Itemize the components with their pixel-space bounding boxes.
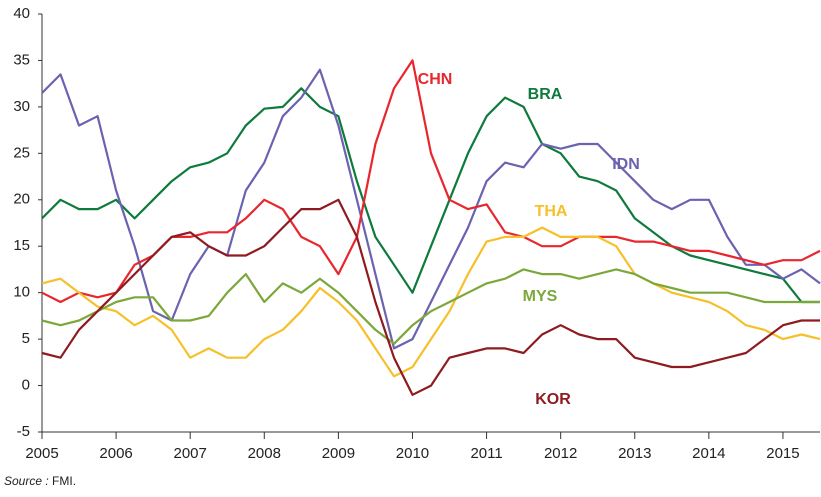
source-label: Source :: [4, 474, 49, 488]
y-tick-label: -5: [17, 423, 30, 440]
x-tick-label: 2006: [99, 445, 132, 462]
series-line: [41, 268, 820, 345]
y-tick-label: 35: [13, 51, 30, 68]
x-tick-label: 2005: [25, 445, 58, 462]
x-tick-label: 2007: [174, 445, 207, 462]
y-tick-label: 40: [13, 5, 30, 22]
series-line: [41, 87, 820, 304]
x-tick-label: 2008: [248, 445, 281, 462]
x-tick-label: 2013: [618, 445, 651, 462]
source: Source : FMI.: [4, 474, 76, 488]
x-tick-label: 2014: [692, 445, 725, 462]
series-label: KOR: [535, 391, 571, 408]
series-line: [41, 68, 821, 350]
series-label: CHN: [418, 71, 453, 88]
series-line: [41, 59, 821, 304]
x-tick-label: 2015: [766, 445, 799, 462]
x-tick-label: 2011: [470, 445, 502, 462]
series-label: BRA: [528, 86, 563, 103]
y-tick-label: 5: [22, 330, 30, 347]
series-label: IDN: [612, 156, 640, 173]
source-text: FMI.: [52, 474, 76, 488]
x-tick-label: 2012: [544, 445, 577, 462]
y-tick-label: 30: [13, 98, 30, 115]
y-tick-label: 10: [13, 284, 30, 301]
series-label: THA: [535, 203, 568, 220]
y-tick-label: 25: [13, 144, 30, 161]
series-label: MYS: [523, 288, 558, 305]
y-tick-label: 20: [13, 191, 30, 208]
y-tick-label: 15: [13, 237, 30, 254]
x-tick-label: 2009: [322, 445, 355, 462]
x-tick-label: 2010: [396, 445, 429, 462]
series-line: [41, 226, 821, 378]
y-tick-label: 0: [22, 377, 30, 394]
series-line: [41, 198, 820, 396]
